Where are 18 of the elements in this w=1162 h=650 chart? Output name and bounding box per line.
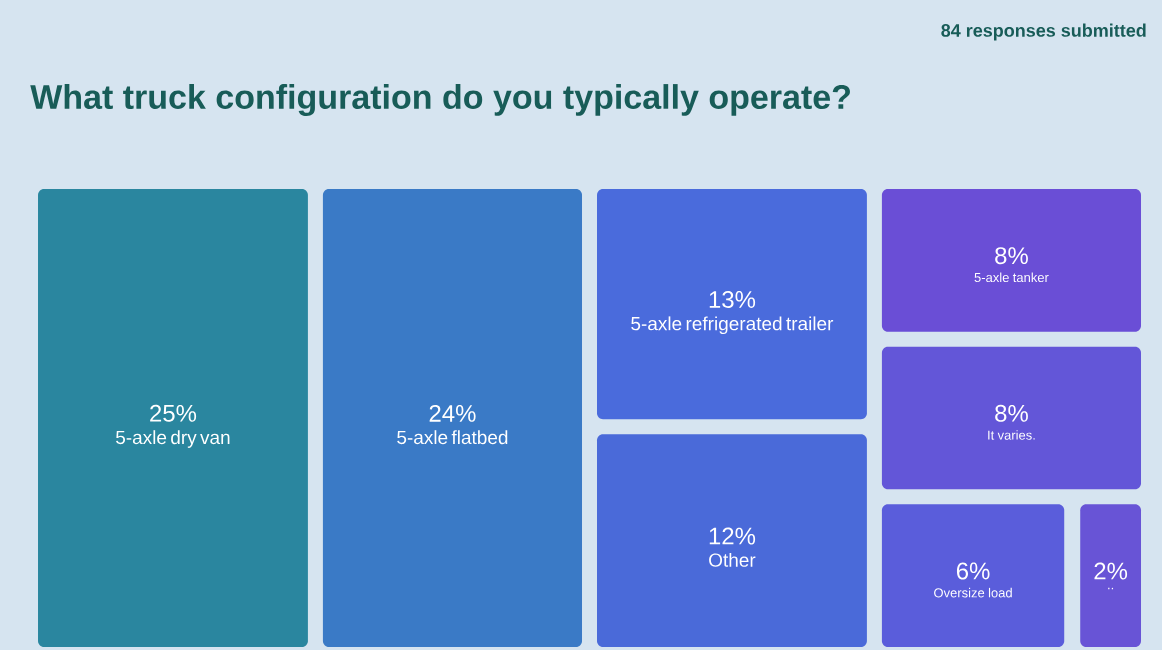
- data-label: 13%: [709, 291, 756, 308]
- category-label: Other: [709, 552, 756, 567]
- data-label: 2%: [1094, 562, 1128, 580]
- category-label: 5-axle dry van: [115, 430, 230, 448]
- category-label: It varies.: [988, 430, 1035, 440]
- data-label: 8%: [995, 247, 1028, 265]
- text: What truck configuration do you typically operate?: [30, 84, 850, 116]
- category-label: ..: [1108, 587, 1114, 590]
- data-label: 24%: [429, 404, 476, 422]
- category-label: 5-axle flatbed: [397, 430, 508, 445]
- data-label: 8%: [995, 404, 1028, 422]
- data-label: 6%: [956, 562, 990, 580]
- text: 84 responses submitted: [941, 23, 1146, 41]
- category-label: 5-axle tanker: [974, 272, 1049, 283]
- category-label: 5-axle refrigerated trailer: [631, 316, 834, 335]
- data-label: 25%: [150, 404, 197, 422]
- category-label: Oversize load: [934, 587, 1012, 598]
- data-label: 12%: [709, 527, 756, 545]
